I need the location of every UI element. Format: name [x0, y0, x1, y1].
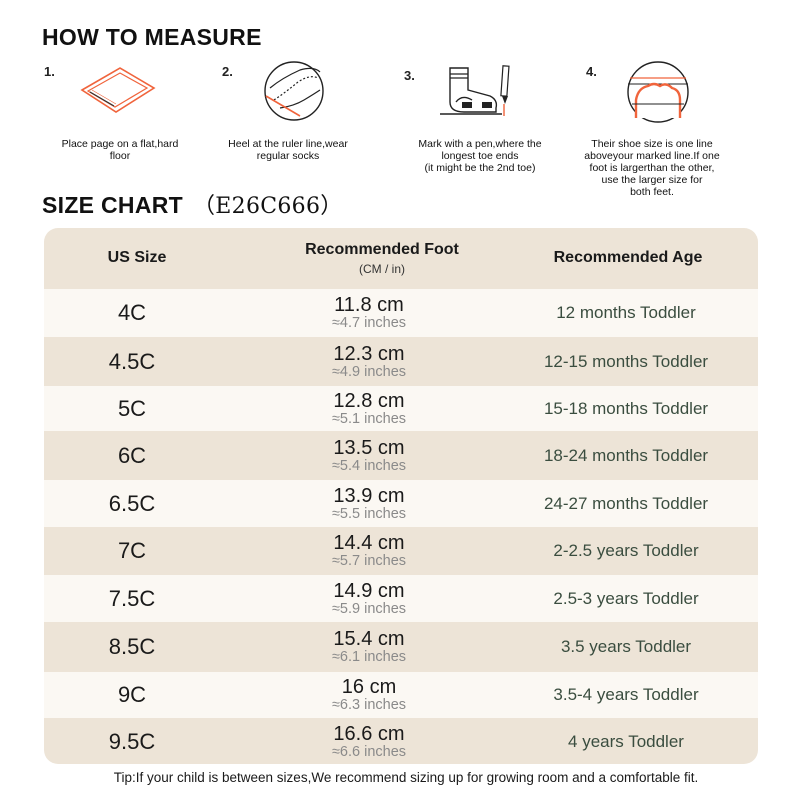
- step-number: 2.: [222, 64, 233, 79]
- product-code: （E26C666）: [193, 194, 343, 219]
- age-cell: 2.5-3 years Toddler: [553, 588, 699, 608]
- table-row: 6.5C 13.9 cm ≈5.5 inches 24-27 months Tod…: [44, 480, 758, 527]
- size-cell: 6C: [117, 442, 147, 468]
- sizing-tip: Tip:If your child is between sizes,We re…: [113, 770, 699, 785]
- table-row: 8.5C 15.4 cm ≈6.1 inches 3.5 years Toddle…: [44, 623, 758, 671]
- foot-inches: ≈5.7 inches: [331, 553, 407, 569]
- size-cell: 8.5C: [108, 634, 156, 659]
- step-number: 4.: [586, 64, 597, 79]
- header-recommended-age: Recommended Age: [518, 228, 738, 288]
- step-caption: Mark with a pen,where the longest toe en…: [418, 138, 542, 174]
- age-cell: 15-18 months Toddler: [543, 398, 709, 418]
- foot-cell: 11.8 cm ≈4.7 inches: [220, 289, 518, 337]
- foot-cell: 14.4 cm ≈5.7 inches: [220, 528, 518, 574]
- size-cell: 4C: [117, 300, 147, 325]
- table-row: 4.5C 12.3 cm ≈4.9 inches 12-15 months Tod…: [44, 339, 758, 385]
- foot-cm: 13.9 cm: [333, 484, 405, 507]
- foot-cm: 15.4 cm: [333, 628, 405, 650]
- foot-inches: ≈6.3 inches: [331, 697, 407, 713]
- step-caption: Heel at the ruler line,wear regular sock…: [228, 138, 348, 162]
- paper-on-floor-icon: [78, 62, 158, 123]
- foot-inches: ≈6.1 inches: [331, 649, 407, 665]
- size-cell: 7.5C: [108, 585, 156, 611]
- foot-inches: ≈5.5 inches: [331, 505, 407, 522]
- foot-cm: 11.8 cm: [334, 294, 404, 316]
- size-cell: 6.5C: [108, 490, 156, 516]
- header-unit-label: (CM / in): [359, 261, 405, 276]
- age-cell: 12-15 months Toddler: [543, 352, 709, 371]
- step-caption: Place page on a flat,hard floor: [61, 138, 179, 162]
- table-row: 7C 14.4 cm ≈5.7 inches 2-2.5 years Toddle…: [44, 528, 758, 574]
- step-caption: Their shoe size is one line aboveyour ma…: [584, 138, 720, 198]
- heel-at-ruler-icon: [260, 60, 328, 127]
- foot-cell: 13.9 cm ≈5.5 inches: [220, 480, 518, 527]
- table-row: 4C 11.8 cm ≈4.7 inches 12 months Toddler: [44, 289, 758, 337]
- foot-inches: ≈5.1 inches: [331, 410, 407, 427]
- step-number: 1.: [44, 64, 55, 79]
- foot-inches: ≈4.7 inches: [331, 315, 407, 331]
- age-cell: 2-2.5 years Toddler: [553, 541, 699, 560]
- foot-cm: 16 cm: [341, 676, 397, 698]
- foot-cm: 12.3 cm: [333, 343, 405, 365]
- table-header: US Size Recommended Foot (CM / in) Recom…: [44, 228, 758, 288]
- header-us-size: US Size: [44, 228, 230, 288]
- foot-and-pen-icon: [440, 60, 520, 123]
- size-cell: 5C: [117, 395, 147, 421]
- foot-inches: ≈5.4 inches: [331, 457, 407, 474]
- header-recommended-foot: Recommended Foot (CM / in): [220, 228, 544, 288]
- table-row: 9.5C 16.6 cm ≈6.6 inches 4 years Toddler: [44, 719, 758, 764]
- age-cell: 18-24 months Toddler: [543, 445, 709, 465]
- header-label: Recommended Foot: [305, 240, 459, 258]
- table-row: 6C 13.5 cm ≈5.4 inches 18-24 months Toddl…: [44, 432, 758, 479]
- step-number: 3.: [404, 68, 415, 83]
- age-cell: 4 years Toddler: [568, 731, 684, 751]
- age-cell: 12 months Toddler: [556, 303, 696, 322]
- foot-cm: 14.9 cm: [333, 579, 405, 602]
- foot-cm: 14.4 cm: [333, 532, 405, 554]
- size-cell: 9.5C: [108, 728, 156, 754]
- foot-cell: 13.5 cm ≈5.4 inches: [220, 432, 518, 479]
- foot-inches: ≈4.9 inches: [331, 364, 407, 380]
- age-cell: 3.5 years Toddler: [560, 637, 692, 656]
- foot-inches: ≈5.9 inches: [331, 600, 407, 617]
- foot-cell: 12.8 cm ≈5.1 inches: [220, 386, 518, 431]
- foot-cm: 13.5 cm: [333, 436, 405, 459]
- table-row: 7.5C 14.9 cm ≈5.9 inches 2.5-3 years Todd…: [44, 575, 758, 622]
- age-cell: 3.5-4 years Toddler: [553, 685, 699, 704]
- size-cell: 7C: [117, 538, 147, 563]
- size-chart-table: US Size Recommended Foot (CM / in) Recom…: [44, 228, 758, 764]
- toe-line-icon: [624, 60, 692, 129]
- foot-cell: 16 cm ≈6.3 inches: [220, 672, 518, 718]
- table-row: 5C 12.8 cm ≈5.1 inches 15-18 months Toddl…: [44, 386, 758, 431]
- foot-cell: 16.6 cm ≈6.6 inches: [220, 719, 518, 764]
- foot-cell: 12.3 cm ≈4.9 inches: [220, 339, 518, 385]
- size-cell: 4.5C: [108, 349, 156, 374]
- header-label: US Size: [107, 249, 167, 266]
- foot-inches: ≈6.6 inches: [331, 743, 407, 760]
- foot-cm: 16.6 cm: [333, 722, 405, 745]
- size-chart-title: SIZE CHART （E26C666）: [42, 188, 343, 220]
- table-row: 9C 16 cm ≈6.3 inches 3.5-4 years Toddler: [44, 672, 758, 718]
- foot-cell: 14.9 cm ≈5.9 inches: [220, 575, 518, 622]
- foot-cell: 15.4 cm ≈6.1 inches: [220, 623, 518, 671]
- how-to-measure-title: HOW TO MEASURE: [42, 24, 262, 50]
- foot-cm: 12.8 cm: [333, 389, 405, 412]
- header-label: Recommended Age: [553, 249, 703, 266]
- size-chart-label: SIZE CHART: [42, 192, 183, 218]
- size-cell: 9C: [117, 682, 147, 707]
- age-cell: 24-27 months Toddler: [543, 493, 709, 513]
